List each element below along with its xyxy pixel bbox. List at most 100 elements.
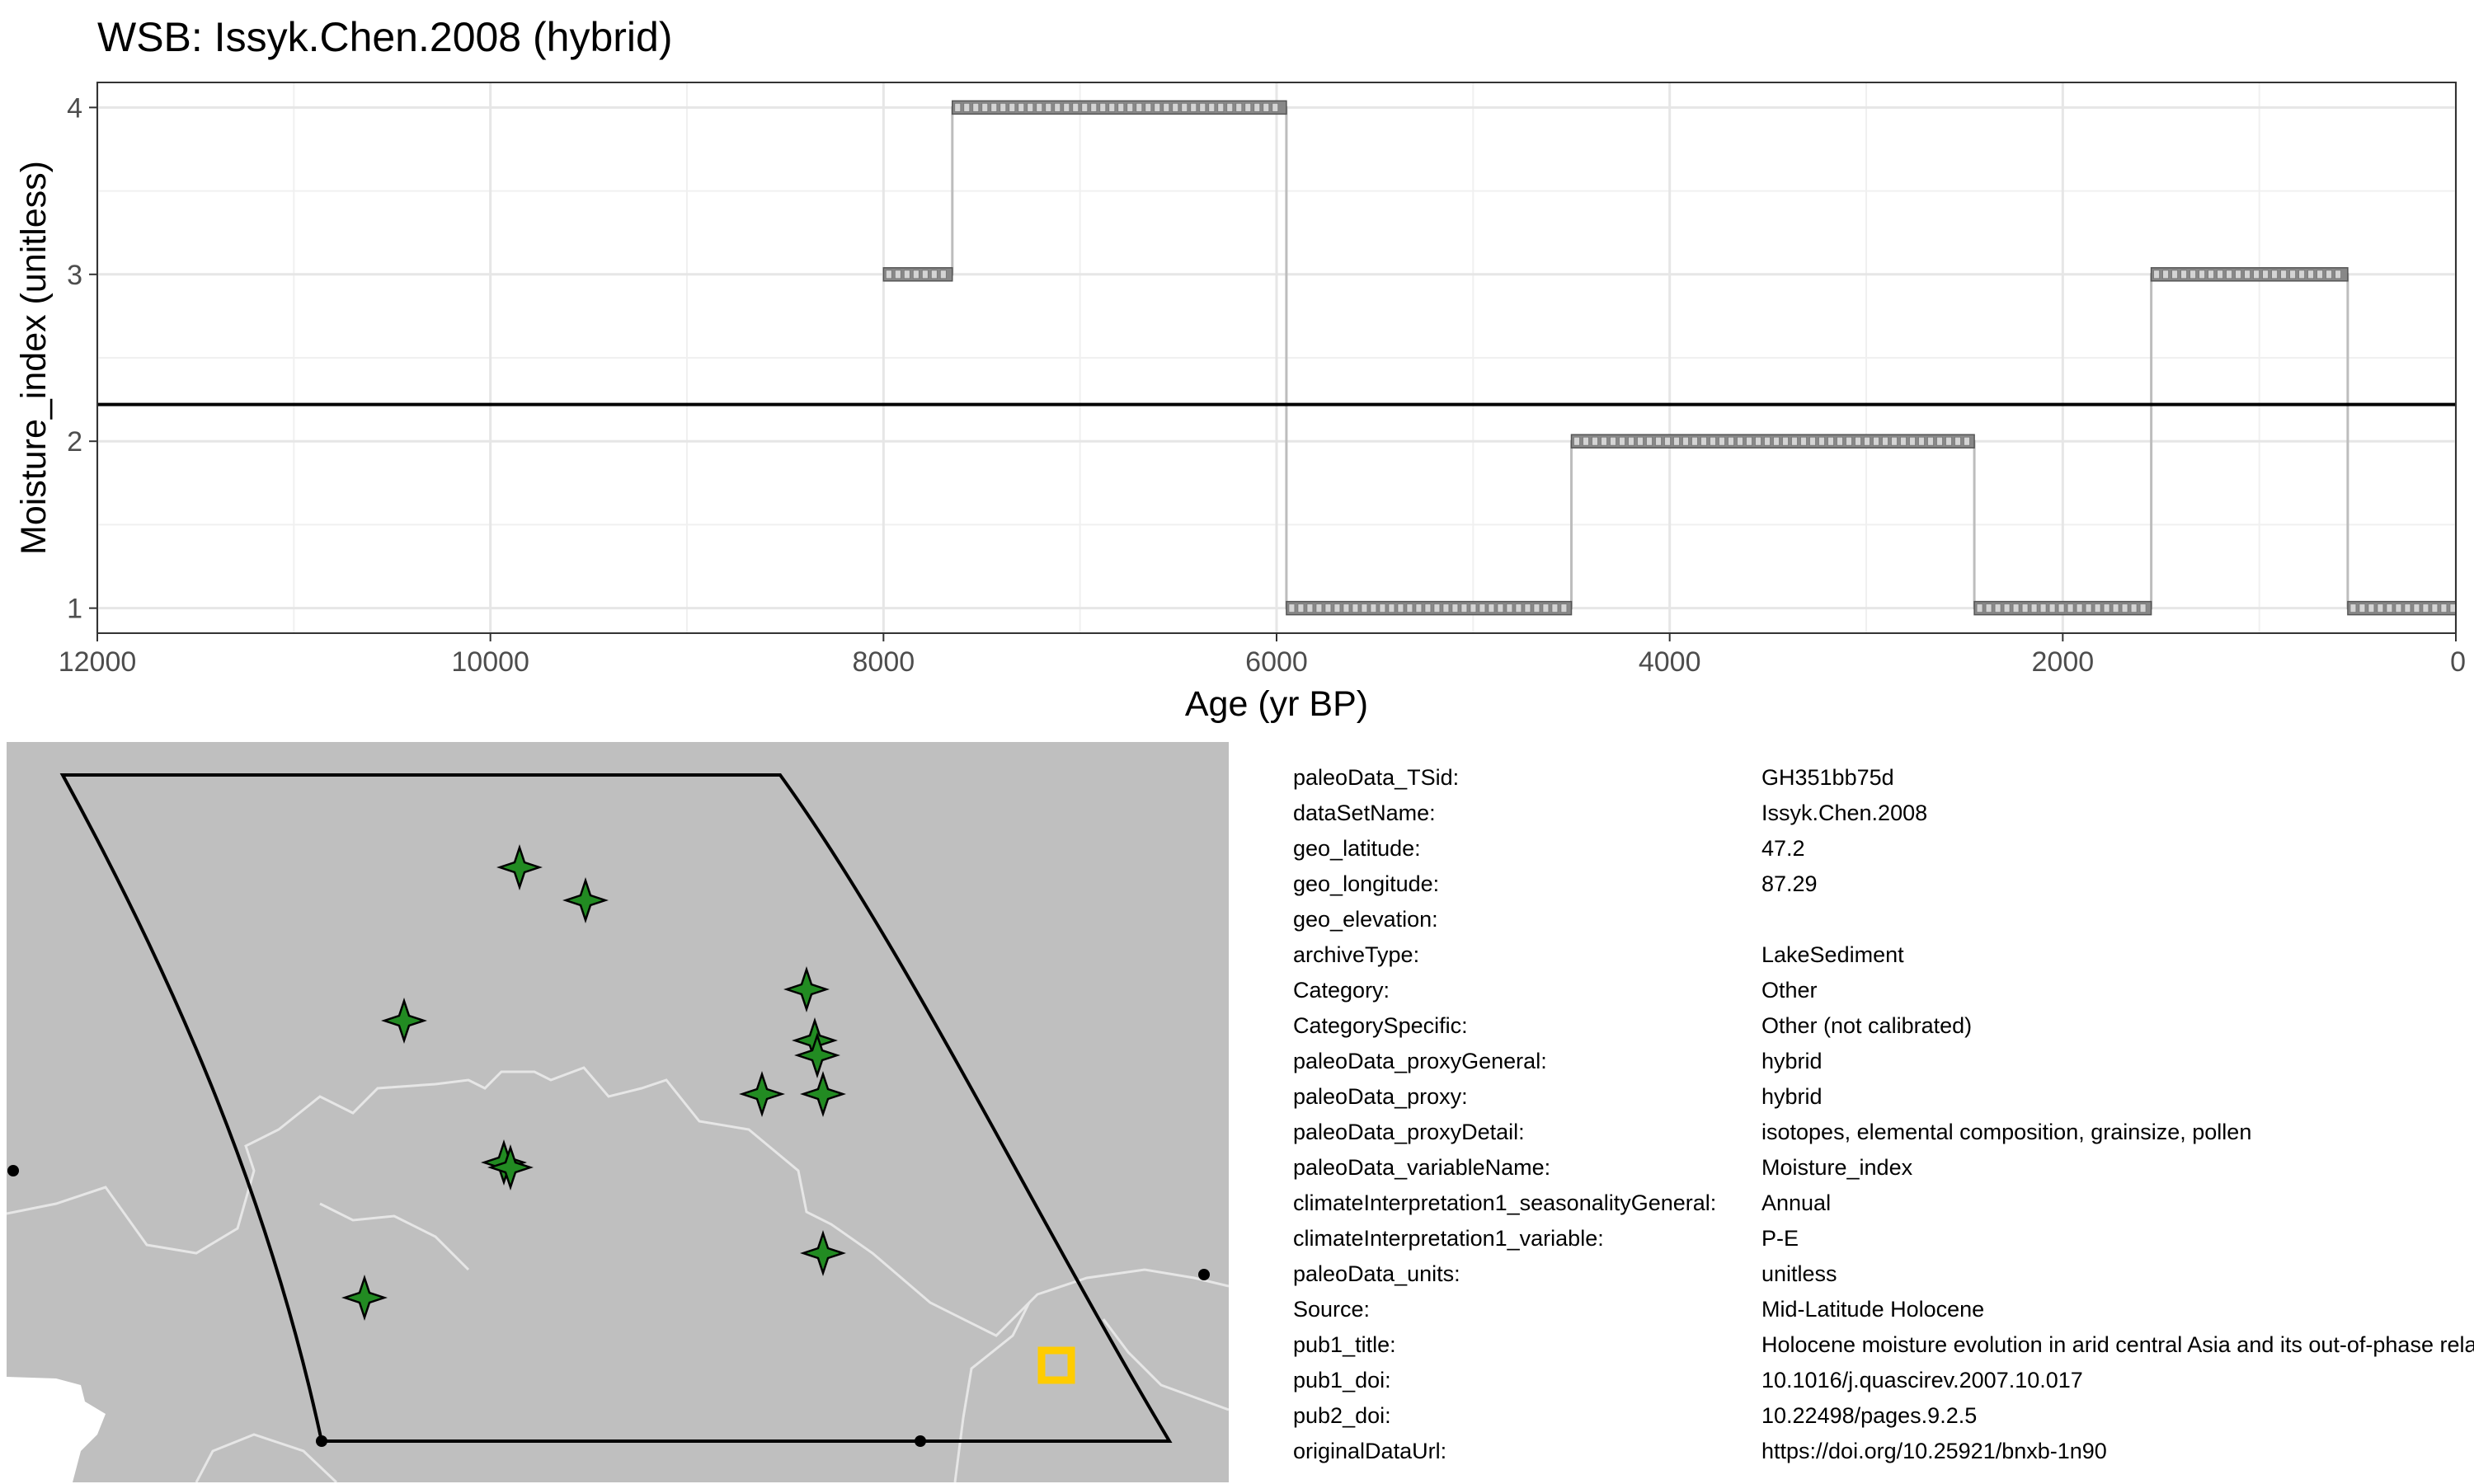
- step-segment: [952, 100, 1287, 115]
- data-point: [1746, 436, 1752, 446]
- metadata-value: Moisture_index: [1761, 1155, 1913, 1180]
- metadata-value: hybrid: [1761, 1049, 1823, 1073]
- data-point: [1954, 436, 1961, 446]
- metadata-key: paleoData_units:: [1293, 1261, 1460, 1286]
- x-axis: 12000 10000 8000 6000 4000 2000 0: [59, 633, 2466, 678]
- data-point: [1424, 603, 1432, 613]
- data-point: [1791, 436, 1798, 446]
- data-point: [1163, 102, 1170, 112]
- data-point: [1985, 603, 1992, 613]
- metadata-key: climateInterpretation1_variable:: [1293, 1226, 1604, 1251]
- data-point: [1515, 603, 1522, 613]
- data-point: [2180, 270, 2187, 279]
- data-point: [1628, 436, 1634, 446]
- data-point: [1479, 603, 1486, 613]
- data-point: [2326, 270, 2332, 279]
- data-point: [2217, 270, 2223, 279]
- data-point: [2235, 270, 2241, 279]
- region-vertex-dot: [7, 1165, 19, 1176]
- metadata-value: Mid-Latitude Holocene: [1761, 1297, 1985, 1322]
- data-point: [2226, 270, 2232, 279]
- step-segment: [1286, 600, 1573, 616]
- data-point: [1728, 436, 1734, 446]
- data-point: [1855, 436, 1861, 446]
- data-point: [921, 270, 929, 279]
- data-point: [1388, 603, 1395, 613]
- metadata-value: unitless: [1761, 1261, 1837, 1286]
- data-point: [1072, 102, 1079, 112]
- data-point: [1324, 603, 1332, 613]
- data-point: [1352, 603, 1359, 613]
- data-point: [1976, 603, 1983, 613]
- metadata-key: pub1_title:: [1293, 1332, 1396, 1357]
- data-point: [1136, 102, 1143, 112]
- data-point: [1646, 436, 1653, 446]
- data-point: [1655, 436, 1662, 446]
- data-point: [1583, 436, 1589, 446]
- region-vertex-dot: [1198, 1269, 1210, 1280]
- data-point: [2449, 603, 2457, 613]
- site-star-marker: [496, 844, 543, 890]
- data-point: [1927, 436, 1934, 446]
- step-segment: [1973, 600, 2152, 616]
- region-vertex-dot: [316, 1435, 327, 1447]
- metadata-value: LakeSediment: [1761, 942, 1904, 967]
- data-point: [1333, 603, 1341, 613]
- data-point: [1488, 603, 1495, 613]
- data-point: [1108, 102, 1116, 112]
- data-point: [2130, 603, 2138, 613]
- data-point: [2359, 603, 2366, 613]
- data-point: [1172, 102, 1179, 112]
- data-point: [981, 102, 989, 112]
- metadata-key: climateInterpretation1_seasonalityGenera…: [1293, 1190, 1717, 1215]
- data-point: [1755, 436, 1761, 446]
- metadata-key: geo_elevation:: [1293, 907, 1438, 932]
- y-axis: 1 2 3 4: [67, 92, 97, 625]
- data-point: [1809, 436, 1816, 446]
- data-point: [1297, 603, 1305, 613]
- data-point: [1433, 603, 1441, 613]
- data-point: [1099, 102, 1107, 112]
- data-point: [2048, 603, 2056, 613]
- data-point: [1864, 436, 1870, 446]
- data-point: [1288, 603, 1296, 613]
- data-point: [1900, 436, 1907, 446]
- step-segment: [882, 267, 953, 282]
- data-point: [1343, 603, 1350, 613]
- data-point: [1610, 436, 1616, 446]
- data-point: [1551, 603, 1559, 613]
- data-point: [1145, 102, 1152, 112]
- data-point: [1601, 436, 1607, 446]
- data-point: [1964, 436, 1970, 446]
- data-point: [1370, 603, 1377, 613]
- y-axis-title: Moisture_index (unitless): [14, 161, 54, 555]
- data-point: [1882, 436, 1888, 446]
- data-point: [1691, 436, 1698, 446]
- data-point: [1397, 603, 1404, 613]
- data-point: [903, 270, 910, 279]
- data-point: [1560, 603, 1568, 613]
- data-point: [2112, 603, 2119, 613]
- data-point: [894, 270, 901, 279]
- data-point: [1036, 102, 1043, 112]
- site-star-marker: [487, 1144, 534, 1190]
- data-point: [2413, 603, 2420, 613]
- data-point: [1226, 102, 1234, 112]
- y-tick-label: 3: [67, 260, 82, 291]
- step-segment: [1570, 434, 1975, 448]
- data-point: [2094, 603, 2101, 613]
- data-point: [1918, 436, 1925, 446]
- data-point: [2030, 603, 2038, 613]
- metadata-key: pub1_doi:: [1293, 1368, 1391, 1392]
- data-point: [1406, 603, 1413, 613]
- x-tick-label: 6000: [1245, 646, 1308, 678]
- metadata-value: 47.2: [1761, 836, 1805, 861]
- selected-site-marker: [1037, 1346, 1075, 1384]
- data-point: [2076, 603, 2083, 613]
- metadata-key: Source:: [1293, 1297, 1371, 1322]
- x-tick-label: 10000: [451, 646, 529, 678]
- data-point: [1208, 102, 1216, 112]
- data-point: [1235, 102, 1243, 112]
- water-body: [7, 1377, 106, 1482]
- data-point: [1451, 603, 1459, 613]
